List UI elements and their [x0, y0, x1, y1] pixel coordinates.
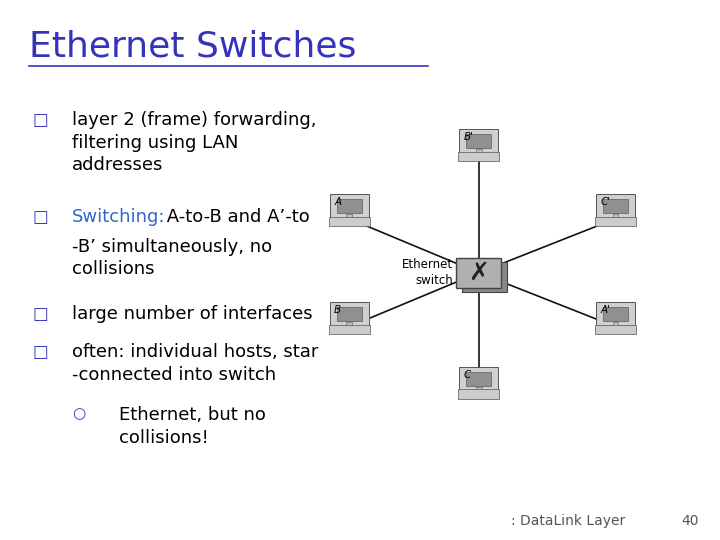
Text: B: B — [334, 305, 341, 315]
FancyBboxPatch shape — [459, 367, 498, 390]
FancyBboxPatch shape — [476, 387, 482, 390]
Text: ✗: ✗ — [468, 261, 490, 285]
Text: large number of interfaces: large number of interfaces — [72, 305, 312, 323]
FancyBboxPatch shape — [337, 199, 361, 213]
Text: layer 2 (frame) forwarding,
filtering using LAN
addresses: layer 2 (frame) forwarding, filtering us… — [72, 111, 317, 174]
FancyBboxPatch shape — [613, 322, 618, 326]
Text: Ethernet, but no
collisions!: Ethernet, but no collisions! — [119, 406, 266, 447]
FancyBboxPatch shape — [603, 199, 628, 213]
FancyBboxPatch shape — [467, 372, 491, 386]
Text: Switching:: Switching: — [72, 208, 166, 226]
Text: A': A' — [600, 305, 611, 315]
Text: □: □ — [32, 305, 48, 323]
FancyBboxPatch shape — [458, 152, 500, 161]
Text: Ethernet Switches: Ethernet Switches — [29, 30, 356, 64]
FancyBboxPatch shape — [458, 389, 500, 399]
FancyBboxPatch shape — [330, 194, 369, 218]
FancyBboxPatch shape — [330, 302, 369, 326]
Text: -B’ simultaneously, no
collisions: -B’ simultaneously, no collisions — [72, 238, 272, 279]
FancyBboxPatch shape — [595, 217, 636, 226]
Text: Ethernet
switch: Ethernet switch — [402, 258, 453, 287]
Text: 40: 40 — [681, 514, 698, 528]
Text: C': C' — [600, 197, 611, 207]
FancyBboxPatch shape — [462, 262, 507, 292]
FancyBboxPatch shape — [328, 325, 370, 334]
FancyBboxPatch shape — [459, 129, 498, 153]
Text: : DataLink Layer: : DataLink Layer — [511, 514, 626, 528]
Text: □: □ — [32, 208, 48, 226]
FancyBboxPatch shape — [596, 302, 635, 326]
FancyBboxPatch shape — [613, 214, 618, 218]
FancyBboxPatch shape — [346, 322, 352, 326]
Text: A-to-B and A’-to: A-to-B and A’-to — [161, 208, 310, 226]
Text: □: □ — [32, 111, 48, 129]
FancyBboxPatch shape — [456, 258, 501, 287]
Text: A: A — [334, 197, 341, 207]
Text: C: C — [464, 370, 471, 380]
Text: □: □ — [32, 343, 48, 361]
FancyBboxPatch shape — [346, 214, 352, 218]
Text: B': B' — [464, 132, 474, 143]
FancyBboxPatch shape — [596, 194, 635, 218]
FancyBboxPatch shape — [603, 307, 628, 321]
FancyBboxPatch shape — [595, 325, 636, 334]
FancyBboxPatch shape — [328, 217, 370, 226]
FancyBboxPatch shape — [337, 307, 361, 321]
Text: ○: ○ — [72, 406, 85, 421]
FancyBboxPatch shape — [467, 134, 491, 148]
FancyBboxPatch shape — [476, 149, 482, 153]
Text: often: individual hosts, star
-connected into switch: often: individual hosts, star -connected… — [72, 343, 318, 384]
